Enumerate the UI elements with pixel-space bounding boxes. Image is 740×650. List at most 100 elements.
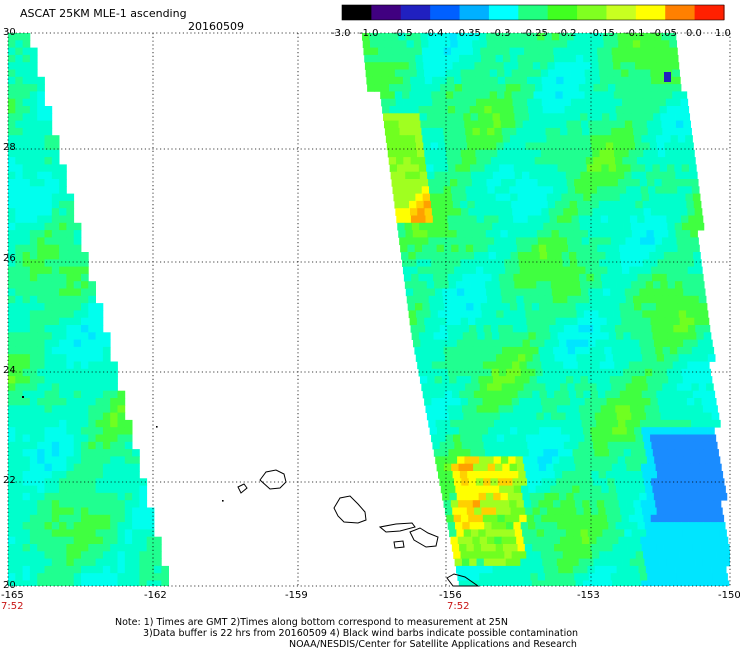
swath-cell xyxy=(620,354,628,362)
swath-cell xyxy=(621,551,629,559)
swath-cell xyxy=(633,580,642,586)
colorbar-label: -0.15 xyxy=(589,28,615,39)
swath-cell xyxy=(95,361,104,370)
swath-cell xyxy=(510,193,518,202)
swath-cell xyxy=(419,222,427,231)
swath-cell xyxy=(609,230,618,238)
swath-cell xyxy=(132,522,140,530)
swath-cell xyxy=(603,179,611,187)
swath-cell xyxy=(570,76,579,85)
swath-cell xyxy=(579,449,588,457)
swath-cell xyxy=(672,551,680,559)
swath-cell xyxy=(541,208,550,216)
swath-cell xyxy=(710,558,718,567)
swath-cell xyxy=(625,419,634,428)
swath-cell xyxy=(487,580,496,586)
swath-cell xyxy=(124,463,133,472)
swath-cell xyxy=(489,91,498,100)
swath-cell xyxy=(462,164,471,173)
swath-cell xyxy=(425,84,434,92)
swath-cell xyxy=(22,346,31,355)
swath-cell xyxy=(610,237,619,246)
swath-cell xyxy=(599,149,608,158)
swath-cell xyxy=(663,354,672,362)
swath-cell xyxy=(570,98,579,107)
swath-cell xyxy=(8,33,16,41)
swath-cell xyxy=(480,427,489,435)
swath-cell xyxy=(8,507,16,516)
swath-cell xyxy=(700,390,708,399)
swath-cell xyxy=(585,441,594,450)
swath-cell xyxy=(541,514,549,523)
swath-cell xyxy=(632,573,641,581)
swath-cell xyxy=(461,325,470,333)
swath-cell xyxy=(124,492,133,501)
swath-cell xyxy=(396,106,405,114)
swath-cell xyxy=(431,361,440,370)
swath-cell xyxy=(461,157,470,165)
swath-cell xyxy=(583,252,592,260)
swath-cell xyxy=(614,441,623,450)
swath-cell xyxy=(645,449,654,457)
swath-cell xyxy=(445,200,454,209)
swath-cell xyxy=(521,565,530,574)
swath-cell xyxy=(102,449,111,457)
swath-cell xyxy=(490,478,499,486)
swath-cell xyxy=(670,303,679,311)
swath-cell xyxy=(374,84,383,92)
swath-cell xyxy=(504,149,513,158)
swath-cell xyxy=(683,339,691,348)
swath-cell xyxy=(88,463,96,472)
swath-cell xyxy=(654,536,663,545)
swath-cell xyxy=(573,529,581,538)
swath-cell xyxy=(556,98,565,107)
swath-cell xyxy=(605,193,613,202)
swath-cell xyxy=(15,244,23,253)
swath-cell xyxy=(538,536,546,545)
swath-cell xyxy=(95,536,104,545)
swath-cell xyxy=(22,310,31,319)
swath-cell xyxy=(527,266,535,275)
swath-cell xyxy=(37,419,45,428)
swath-cell xyxy=(434,171,443,180)
swath-cell xyxy=(449,376,457,384)
swath-cell xyxy=(124,514,133,523)
swath-cell xyxy=(541,98,550,107)
swath-cell xyxy=(509,580,518,586)
swath-cell xyxy=(588,288,597,297)
swath-cell xyxy=(444,193,453,202)
swath-cell xyxy=(581,179,590,187)
swath-cell xyxy=(577,69,586,78)
swath-cell xyxy=(615,273,624,282)
lon-label: -150 xyxy=(718,590,740,601)
swath-cell xyxy=(580,412,588,421)
swath-cell xyxy=(540,259,549,267)
swath-cell xyxy=(124,529,133,538)
swath-cell xyxy=(15,507,23,516)
swath-cell xyxy=(486,40,495,48)
swath-cell xyxy=(8,565,16,574)
swath-cell xyxy=(102,339,111,348)
swath-cell xyxy=(487,186,496,194)
island-outline xyxy=(333,495,367,524)
swath-cell xyxy=(696,412,705,421)
swath-cell xyxy=(517,135,525,143)
swath-cell xyxy=(580,376,589,384)
swath-cell xyxy=(453,91,461,100)
swath-cell xyxy=(502,54,511,63)
swath-cell xyxy=(438,69,447,78)
swath-cell xyxy=(593,157,601,165)
swath-cell xyxy=(678,471,687,479)
swath-cell xyxy=(15,398,23,406)
swath-cell xyxy=(29,507,38,516)
swath-cell xyxy=(44,383,53,392)
swath-cell xyxy=(493,288,502,297)
swath-cell xyxy=(600,266,608,275)
swath-cell xyxy=(550,113,559,121)
swath-cell xyxy=(560,383,568,392)
swath-cell xyxy=(29,186,38,194)
swath-cell xyxy=(442,230,450,238)
swath-cell xyxy=(656,507,665,516)
swath-cell xyxy=(606,398,615,406)
swath-cell xyxy=(666,84,675,92)
